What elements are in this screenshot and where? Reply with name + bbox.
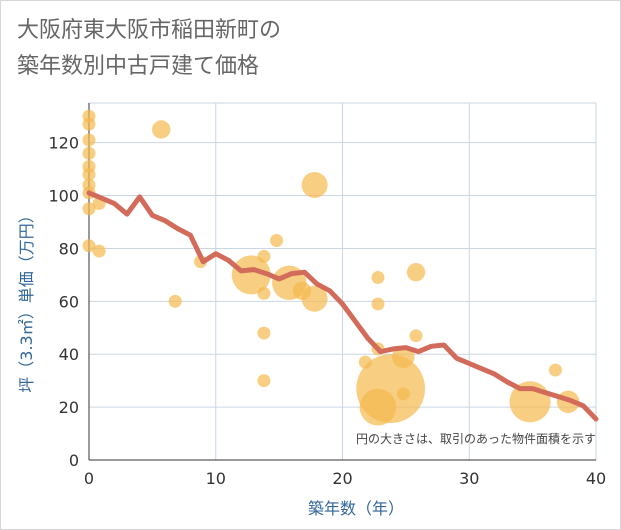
- bubble-point: [392, 345, 415, 369]
- bubble-point: [231, 255, 271, 295]
- bubble-point: [270, 234, 284, 248]
- bubble-point: [82, 202, 96, 216]
- bubble-point: [371, 297, 385, 311]
- bubble-point: [152, 120, 171, 139]
- y-tick-label: 20: [59, 398, 79, 417]
- bubble-point: [168, 294, 182, 308]
- bubble-point: [257, 286, 271, 300]
- x-axis-label: 築年数（年）: [308, 499, 404, 518]
- chart-title-line-1: 大阪府東大阪市稲田新町の: [17, 18, 282, 43]
- bubble-point: [359, 388, 397, 426]
- bubble-point: [257, 374, 271, 388]
- x-tick-label: 0: [84, 469, 94, 488]
- bubble-point: [82, 167, 96, 181]
- bubble-point: [358, 355, 372, 369]
- bubble-point: [301, 171, 328, 198]
- chart-title-line-2: 築年数別中古戸建て価格: [17, 54, 260, 79]
- bubble-point: [82, 239, 96, 253]
- trend-line-layer: [86, 190, 599, 422]
- x-tick-label: 30: [459, 469, 479, 488]
- x-tick-label: 10: [206, 469, 226, 488]
- y-tick-label: 120: [48, 134, 79, 153]
- bubble-point: [371, 271, 385, 285]
- bubble-point: [409, 329, 423, 343]
- bubble-size-note: 円の大きさは、取引のあった物件面積を示す: [356, 431, 596, 446]
- y-axis-label: 坪（3.3㎡）単価（万円）: [17, 207, 36, 392]
- bubble-point: [82, 146, 96, 160]
- y-tick-label: 60: [59, 292, 79, 311]
- bubbles: [82, 109, 580, 426]
- bubble-point: [82, 133, 96, 147]
- average-price-line: [86, 190, 599, 422]
- y-tick-label: 80: [59, 239, 79, 258]
- x-tick-label: 20: [332, 469, 352, 488]
- bubble-point: [82, 117, 96, 131]
- chart-title: 大阪府東大阪市稲田新町の 築年数別中古戸建て価格: [17, 13, 617, 85]
- y-tick-label: 100: [48, 187, 79, 206]
- tick-labels: 0 10 20 30 40 0 20 40 60 80 100 120: [48, 134, 606, 488]
- bubble-point: [406, 263, 426, 282]
- bubble-point: [257, 249, 271, 263]
- bubble-point: [548, 363, 562, 377]
- bubble-point: [257, 326, 271, 340]
- bubble-point: [396, 387, 410, 401]
- x-tick-label: 40: [586, 469, 606, 488]
- bubble-point: [92, 244, 106, 258]
- bubble-point: [292, 281, 312, 300]
- y-tick-label: 0: [69, 451, 79, 470]
- y-tick-label: 40: [59, 345, 79, 364]
